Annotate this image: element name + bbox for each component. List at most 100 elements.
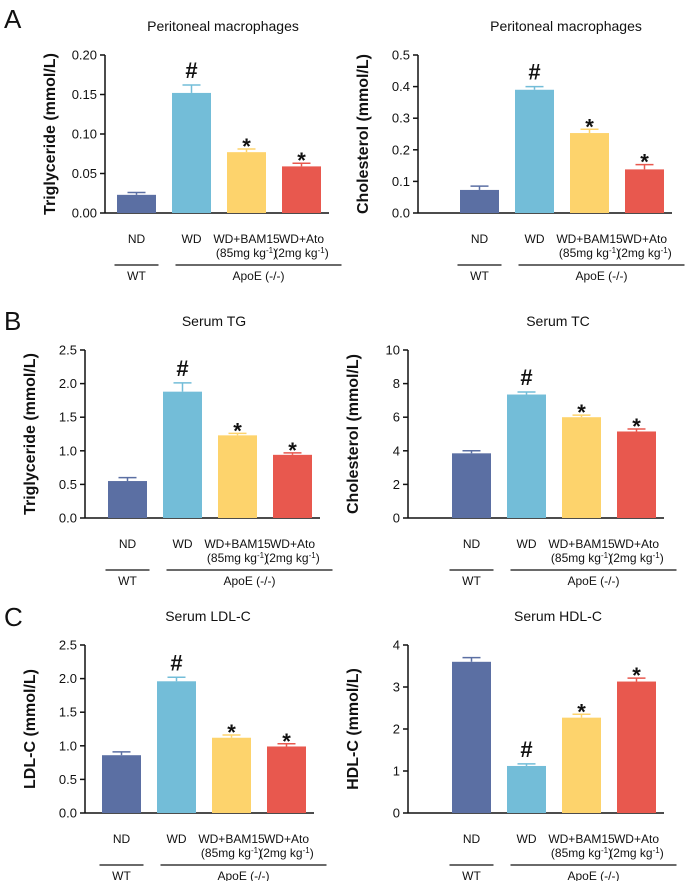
y-axis-label: Triglyceride (mmol/L) [42,53,59,215]
chart-1: Peritoneal macrophages Triglyceride (mmol… [42,18,342,283]
bar-nd [460,189,499,213]
group-label-wt: WT [470,269,489,283]
x-category-label: WD [167,832,187,846]
x-category-label: ND [463,832,481,846]
x-category-label: WD [182,232,202,246]
x-category-label: ND [113,832,131,846]
bar-wd [515,89,554,213]
x-category-sublabel: (2mg kg-1) [259,846,313,861]
significance-asterisk: * [227,720,236,745]
y-tick-label: 0.0 [392,206,410,221]
x-category-label: WD+BAM15 [204,537,271,551]
group-label-apoe: ApoE (-/-) [567,869,619,881]
bar-nd [117,194,156,213]
chart-4: Serum TC Cholesterol (mmol/L) 0 2 4 6 8 10 # * * ND… [345,313,677,588]
x-category-sublabel: (2mg kg-1) [274,246,328,261]
bar-nd [452,661,491,813]
y-tick-label: 10 [386,343,400,358]
chart-title: Peritoneal macrophages [490,18,642,34]
y-tick-label: 0.05 [72,166,97,181]
group-label-apoe: ApoE (-/-) [217,869,269,881]
significance-asterisk: * [585,114,594,139]
y-tick-label: 3 [393,680,400,695]
group-label-wt: WT [462,574,481,588]
y-tick-label: 0.00 [72,206,97,221]
significance-asterisk: * [242,134,251,159]
x-category-label: WD [517,537,537,551]
x-category-label: WD+Ato [279,232,324,246]
significance-asterisk: * [577,400,586,425]
significance-hash: # [520,737,532,762]
significance-asterisk: * [282,729,291,754]
y-tick-label: 0.1 [392,174,410,189]
chart-3: Serum TG Triglyceride (mmol/L) 0.0 0.5 1.0 1.… [22,313,333,588]
x-category-sublabel: (85mg kg-1) [551,846,612,861]
x-category-sublabel: (85mg kg-1) [559,246,620,261]
y-tick-label: 2 [393,722,400,737]
panel-letter-c: C [4,602,23,632]
bar-wd-ato [617,681,656,813]
bar-wd-ato [625,169,664,213]
x-category-label: WD+BAM15 [556,232,623,246]
y-tick-label: 0.4 [392,79,410,94]
y-tick-label: 2.0 [59,376,77,391]
significance-asterisk: * [297,148,306,173]
y-tick-label: 2.0 [59,671,77,686]
chart-title: Serum TC [526,313,590,329]
y-tick-label: 1 [393,764,400,779]
y-tick-label: 0.5 [59,477,77,492]
y-tick-label: 2 [393,477,400,492]
x-category-label: WD [525,232,545,246]
bar-nd [452,453,491,518]
y-tick-label: 1.5 [59,410,77,425]
y-tick-label: 2.5 [59,343,77,358]
significance-hash: # [528,60,540,85]
panel-letter-b: B [4,306,21,336]
significance-asterisk: * [233,418,242,443]
bar-wd [163,391,202,518]
y-tick-label: 0.5 [59,772,77,787]
group-label-wt: WT [127,269,146,283]
significance-asterisk: * [632,663,641,688]
y-tick-label: 8 [393,376,400,391]
group-label-wt: WT [112,869,131,881]
x-category-label: WD+BAM15 [213,232,280,246]
bar-wd-bam15 [570,133,609,213]
x-category-label: WD [173,537,193,551]
group-label-apoe: ApoE (-/-) [223,574,275,588]
group-label-apoe: ApoE (-/-) [575,269,627,283]
x-category-label: ND [128,232,146,246]
y-tick-label: 0.0 [59,511,77,526]
y-tick-label: 0.20 [72,48,97,63]
y-axis-label: Triglyceride (mmol/L) [22,353,39,515]
y-tick-label: 4 [393,638,400,653]
y-tick-label: 1.0 [59,738,77,753]
y-tick-label: 0 [393,806,400,821]
x-category-label: WD+Ato [264,832,309,846]
significance-hash: # [185,58,197,83]
x-category-sublabel: (2mg kg-1) [617,246,671,261]
significance-hash: # [170,650,182,675]
significance-asterisk: * [577,699,586,724]
y-tick-label: 0.5 [392,48,410,63]
x-category-sublabel: (85mg kg-1) [216,246,277,261]
chart-title: Serum TG [182,313,246,329]
y-tick-label: 4 [393,443,400,458]
bar-wd-ato [273,454,312,518]
significance-hash: # [176,356,188,381]
group-label-wt: WT [118,574,137,588]
x-category-label: WD+BAM15 [198,832,265,846]
group-label-apoe: ApoE (-/-) [567,574,619,588]
bar-wd [507,394,546,518]
y-tick-label: 6 [393,410,400,425]
y-tick-label: 1.5 [59,705,77,720]
bar-wd-ato [267,746,306,813]
group-label-wt: WT [462,869,481,881]
x-category-label: ND [471,232,489,246]
chart-5: Serum LDL-C LDL-C (mmol/L) 0.0 0.5 1.0 1.5 2.0… [22,608,327,881]
group-label-apoe: ApoE (-/-) [232,269,284,283]
bar-wd-bam15 [562,417,601,518]
chart-6: Serum HDL-C HDL-C (mmol/L) 0 1 2 3 4 # * * ND WD WD+… [345,608,677,881]
y-tick-label: 2.5 [59,638,77,653]
